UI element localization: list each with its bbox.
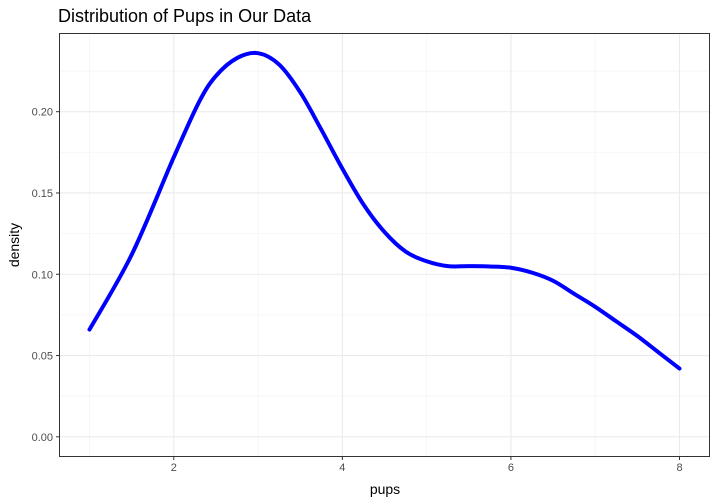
y-tick-label: 0.20 bbox=[32, 107, 53, 119]
y-axis-title: density bbox=[6, 223, 22, 267]
plot-panel-border bbox=[59, 33, 710, 457]
chart-title: Distribution of Pups in Our Data bbox=[58, 6, 312, 26]
y-tick-label: 0.00 bbox=[32, 432, 53, 444]
density-curve bbox=[87, 50, 682, 371]
y-tick-label: 0.15 bbox=[32, 188, 53, 200]
y-tick-label: 0.10 bbox=[32, 269, 53, 281]
x-tick-label: 4 bbox=[339, 462, 345, 474]
x-axis-title: pups bbox=[370, 481, 400, 497]
y-tick-label: 0.05 bbox=[32, 351, 53, 363]
y-axis-ticks: 0.00 0.05 0.10 0.15 0.20 bbox=[32, 107, 60, 444]
major-gridlines bbox=[60, 34, 709, 456]
x-axis-ticks: 2 4 6 8 bbox=[171, 456, 683, 474]
x-tick-label: 6 bbox=[508, 462, 514, 474]
minor-gridlines bbox=[60, 34, 709, 456]
x-tick-label: 2 bbox=[171, 462, 177, 474]
x-tick-label: 8 bbox=[676, 462, 682, 474]
